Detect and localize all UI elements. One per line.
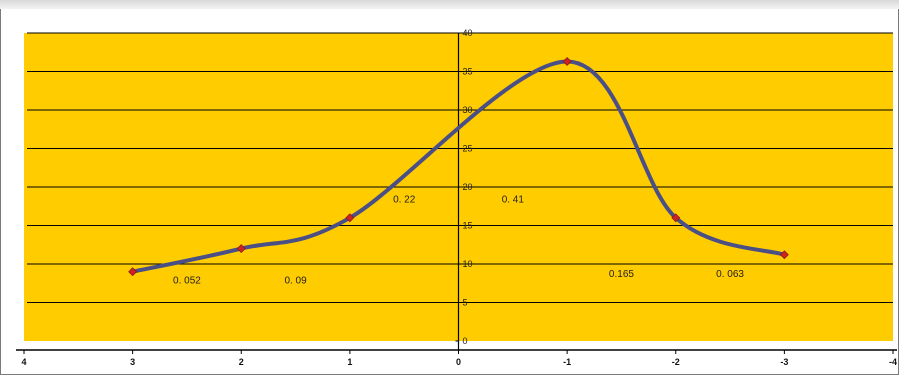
y-tick-label-0: 0 xyxy=(463,336,468,346)
x-tick-label--3: -3 xyxy=(780,357,788,367)
data-point-3 xyxy=(562,57,572,66)
y-tick-label-25: 25 xyxy=(463,144,473,154)
y-tick-label-30: 30 xyxy=(463,105,473,115)
y-tick-label-40: 40 xyxy=(463,28,473,38)
data-point-5 xyxy=(779,250,789,260)
gridlines xyxy=(27,32,893,303)
y-tick-label-15: 15 xyxy=(463,221,473,231)
data-label-2: 0. 22 xyxy=(393,194,416,205)
data-point-4 xyxy=(671,213,681,223)
x-tick-label--1: -1 xyxy=(563,357,571,367)
data-labels: 0. 052 0. 09 0. 22 0. 41 0.165 0. 063 xyxy=(173,194,744,286)
x-tick-label-4: 4 xyxy=(21,357,26,367)
data-point-1 xyxy=(236,244,246,254)
x-tick-label-1: 1 xyxy=(347,357,352,367)
data-point-2 xyxy=(345,213,355,223)
series-group xyxy=(128,57,789,277)
data-label-4: 0.165 xyxy=(609,269,634,280)
data-label-5: 0. 063 xyxy=(716,269,744,280)
y-tick-label-20: 20 xyxy=(463,182,473,192)
y-tick-label-10: 10 xyxy=(463,259,473,269)
x-tick-label-0: 0 xyxy=(456,357,461,367)
data-label-3: 0. 41 xyxy=(502,194,525,205)
y-tick-label-5: 5 xyxy=(463,298,468,308)
x-tick-label--2: -2 xyxy=(672,357,680,367)
x-tick-label-3: 3 xyxy=(130,357,135,367)
y-axis-ticks: 0 5 10 15 20 25 30 35 40 xyxy=(455,28,473,346)
x-tick-label--4: -4 xyxy=(889,357,897,367)
data-point-0 xyxy=(128,267,138,277)
x-axis-ticks: 4 3 2 1 0 -1 -2 -3 -4 xyxy=(21,350,897,367)
axes xyxy=(16,33,897,351)
data-label-0: 0. 052 xyxy=(173,275,201,286)
y-tick-label-35: 35 xyxy=(463,67,473,77)
chart-top-strip xyxy=(0,0,899,9)
x-tick-label-2: 2 xyxy=(239,357,244,367)
data-label-1: 0. 09 xyxy=(284,275,307,286)
